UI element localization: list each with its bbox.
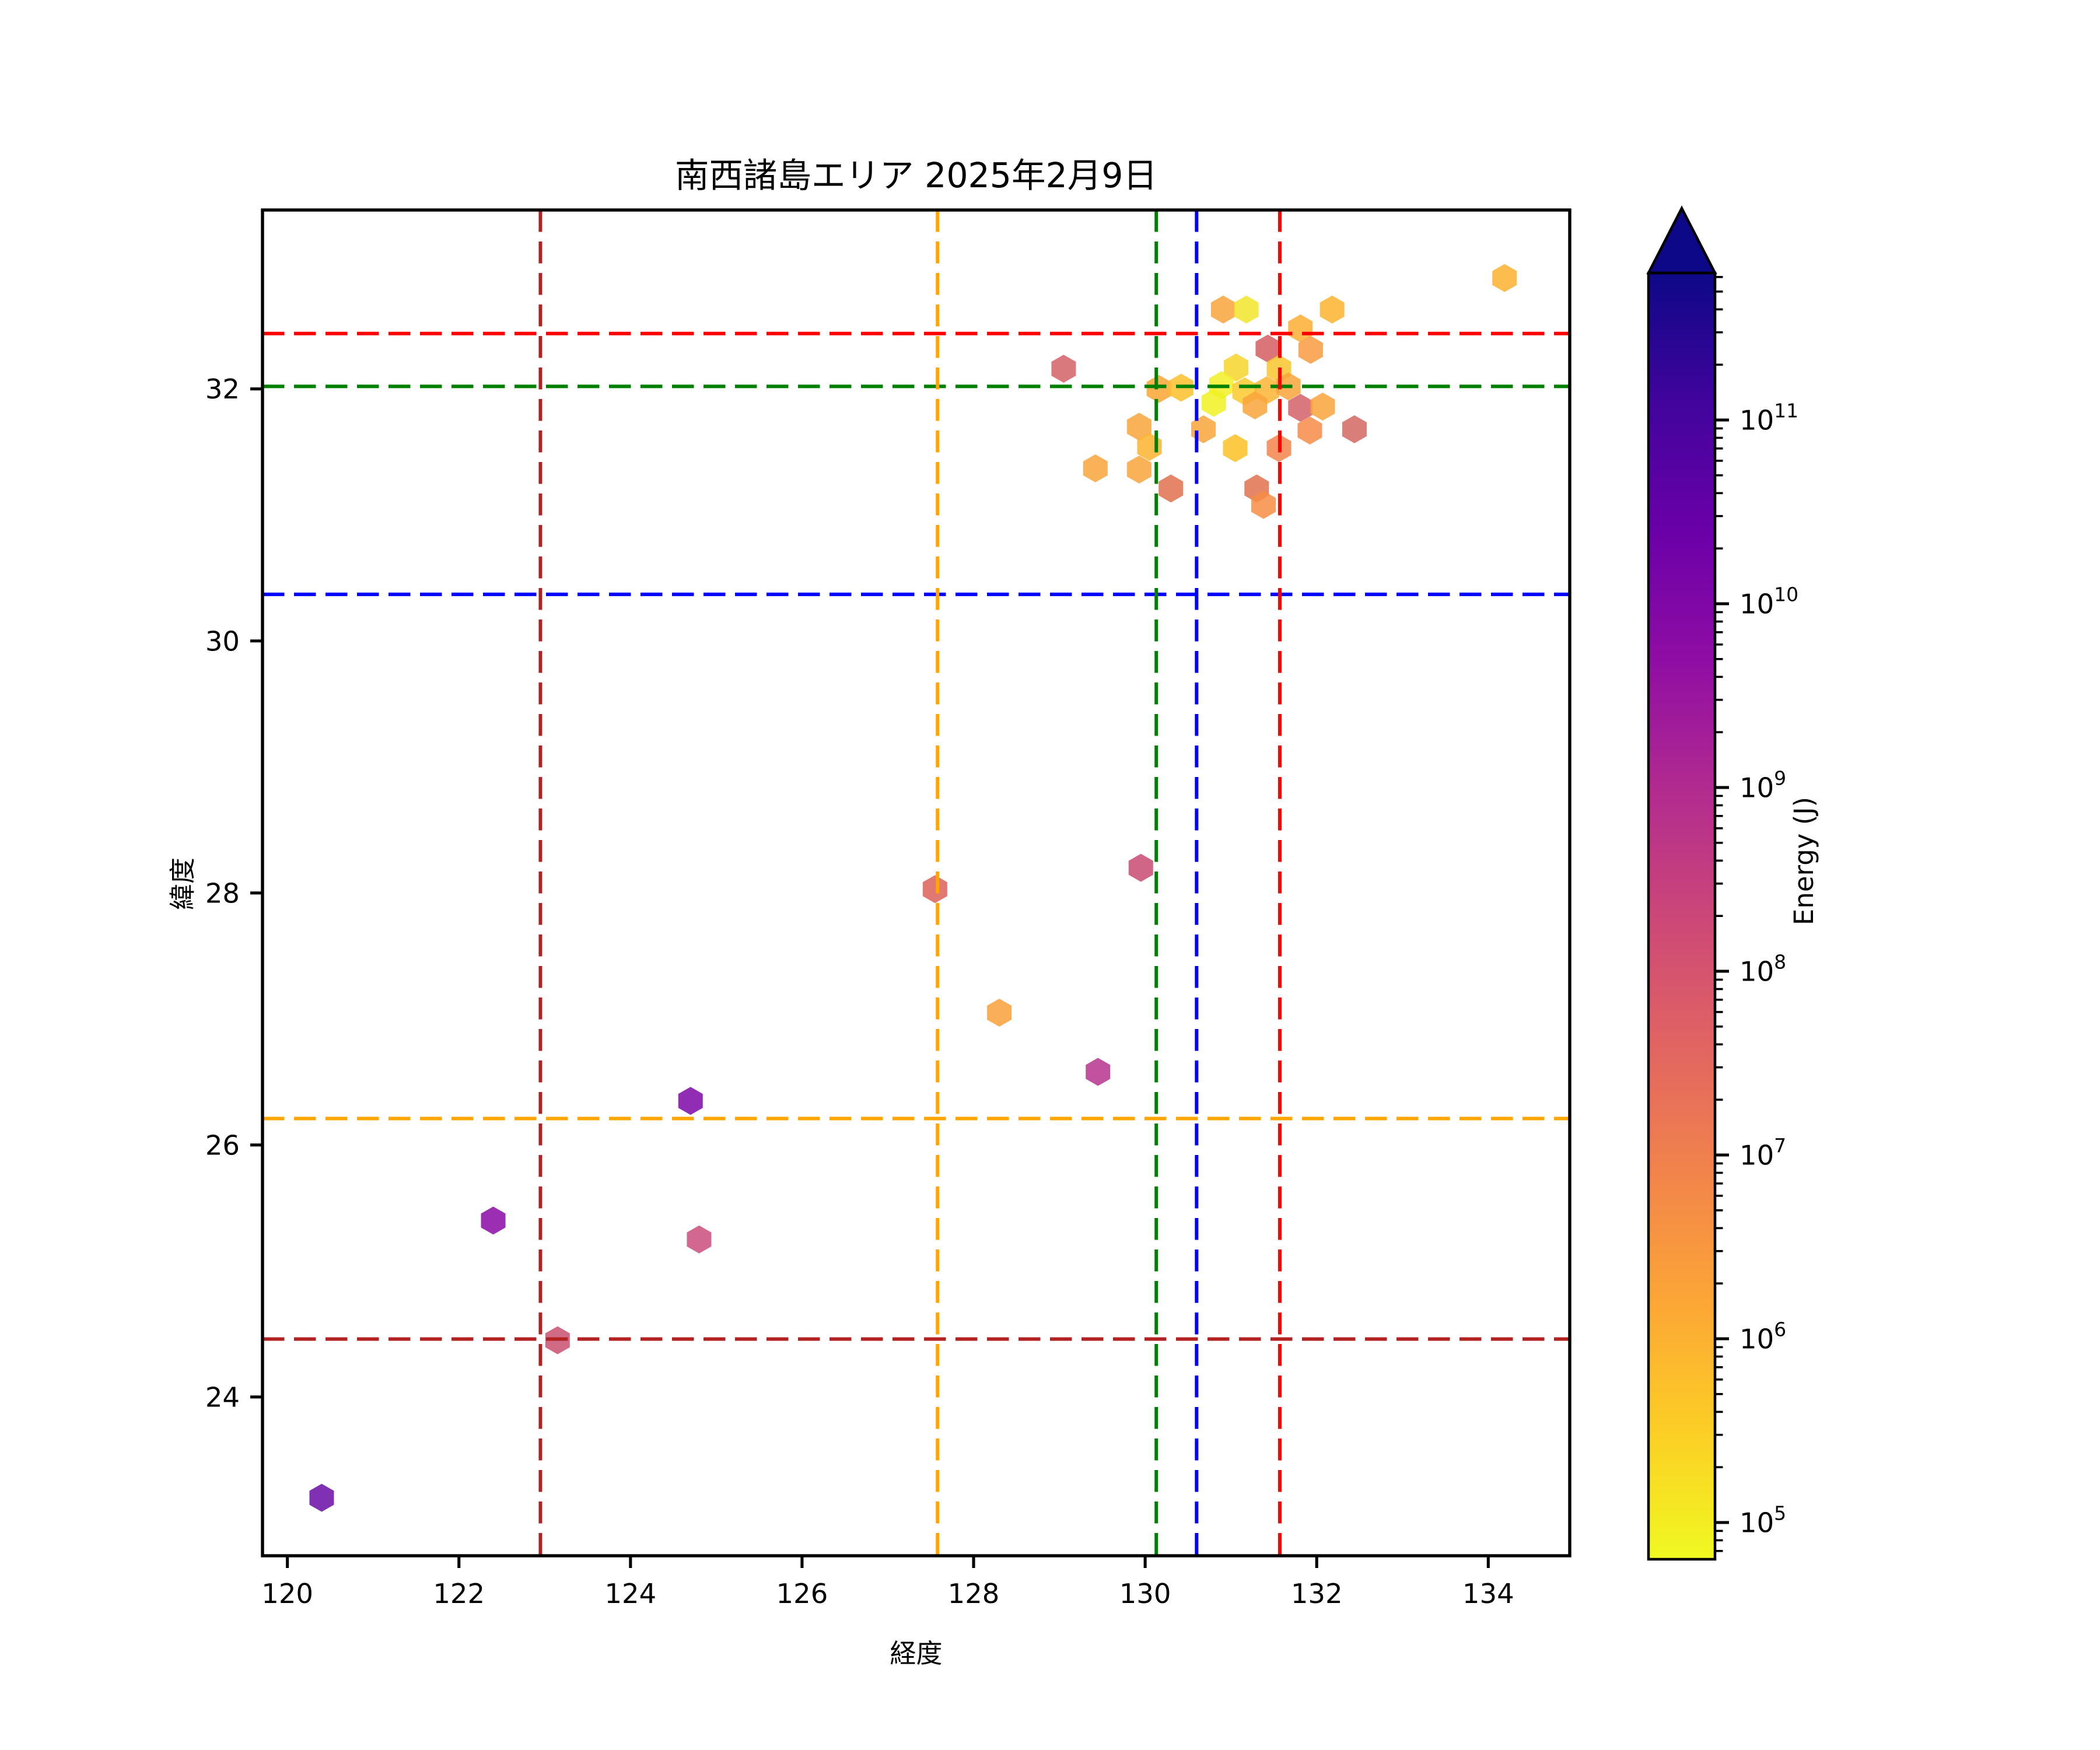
hex-point xyxy=(1201,388,1226,417)
x-tick-label: 120 xyxy=(261,1578,313,1609)
hex-point xyxy=(1297,416,1322,445)
hex-point xyxy=(1126,455,1152,484)
hex-point xyxy=(1146,374,1171,403)
x-tick-label: 132 xyxy=(1291,1578,1343,1609)
hex-point xyxy=(987,998,1012,1027)
hex-point xyxy=(1051,355,1076,383)
y-tick-label: 28 xyxy=(205,877,240,909)
colorbar-tick-exponent: 10 xyxy=(1774,583,1798,606)
hex-point xyxy=(1210,295,1236,324)
hex-point xyxy=(1234,295,1259,324)
x-tick-label: 130 xyxy=(1119,1578,1171,1609)
colorbar-tick-label: 1011 xyxy=(1740,400,1798,436)
axes-spines xyxy=(261,208,1572,1558)
hex-point xyxy=(1083,454,1108,482)
y-tick-label: 30 xyxy=(205,625,240,657)
chart-title: 南西諸島エリア 2025年2月9日 xyxy=(675,156,1157,196)
hex-point xyxy=(1158,474,1184,503)
x-tick-label: 134 xyxy=(1462,1578,1514,1609)
x-tick-label: 122 xyxy=(433,1578,485,1609)
y-tick-label: 26 xyxy=(205,1129,240,1161)
hex-point xyxy=(309,1483,334,1512)
colorbar-tick-exponent: 11 xyxy=(1774,400,1798,422)
axes-layer: 120 122 124 126 128 130 132 134 24 26 28 30 32 xyxy=(205,208,1572,1609)
x-tick-label: 124 xyxy=(604,1578,656,1609)
hex-point xyxy=(1310,392,1335,421)
x-tick-label: 128 xyxy=(948,1578,1000,1609)
points-layer xyxy=(309,264,1517,1512)
colorbar-tick-label: 107 xyxy=(1740,1135,1786,1171)
hex-point xyxy=(1086,1058,1111,1086)
y-axis-label: 緯度 xyxy=(167,857,199,911)
hex-point xyxy=(1223,354,1248,382)
hex-point xyxy=(1288,394,1313,422)
colorbar-tick-label: 1010 xyxy=(1740,583,1798,620)
colorbar-label: Energy (J) xyxy=(1788,796,1820,926)
hex-point xyxy=(1492,264,1517,292)
hex-point xyxy=(922,875,947,904)
hex-point xyxy=(1251,491,1276,519)
colorbar-tick-label: 109 xyxy=(1740,767,1786,804)
hex-point xyxy=(1342,415,1367,443)
hex-point xyxy=(481,1206,506,1235)
hex-point xyxy=(687,1225,712,1254)
hex-point xyxy=(1126,412,1152,441)
hex-point xyxy=(1223,434,1248,463)
colorbar-tick-exponent: 7 xyxy=(1774,1135,1786,1157)
colorbar-tick-exponent: 5 xyxy=(1774,1502,1786,1525)
hex-point xyxy=(1242,391,1268,419)
y-tick-label: 24 xyxy=(205,1381,240,1413)
colorbar-tick-exponent: 6 xyxy=(1774,1318,1786,1341)
colorbar-tick-exponent: 8 xyxy=(1774,951,1786,974)
y-tick-label: 32 xyxy=(205,373,240,405)
colorbar-extend-arrow xyxy=(1646,205,1717,275)
colorbar-tick-label: 108 xyxy=(1740,951,1786,988)
colorbar-tick-label: 105 xyxy=(1740,1502,1786,1539)
colorbar-bar xyxy=(1647,271,1717,1561)
hex-point xyxy=(678,1087,703,1115)
x-axis-label: 経度 xyxy=(890,1638,943,1670)
hex-point xyxy=(1288,314,1313,343)
reference-lines-layer xyxy=(262,210,1570,1556)
x-tick-label: 126 xyxy=(776,1578,828,1609)
hex-point xyxy=(1255,334,1280,363)
colorbar-tick-exponent: 9 xyxy=(1774,767,1786,790)
colorbar-tick-label: 106 xyxy=(1740,1318,1786,1355)
hex-point xyxy=(1298,335,1323,364)
hex-point xyxy=(1128,853,1153,882)
hex-point xyxy=(1320,295,1345,324)
